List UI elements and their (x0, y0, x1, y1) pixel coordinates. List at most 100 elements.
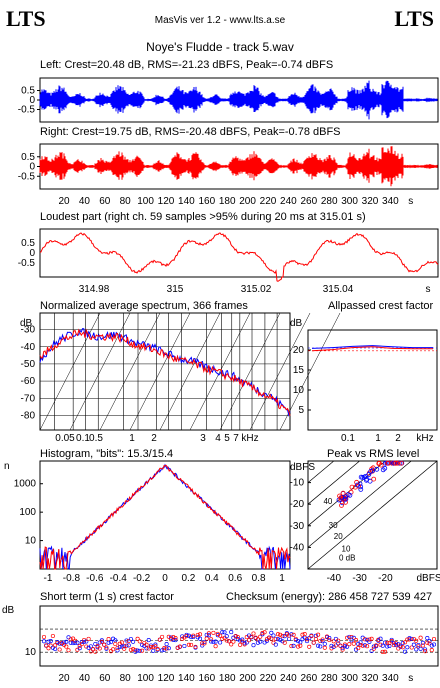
histogram-xtick-label: 0.4 (205, 573, 219, 584)
crest-point (367, 637, 372, 642)
peakrms-ytick-label: -30 (290, 521, 305, 532)
crest-point (124, 643, 129, 648)
crest-point (307, 644, 312, 649)
histogram-xtick-label: 0.8 (252, 573, 266, 584)
crest-point (111, 647, 116, 652)
crest-point (414, 647, 419, 652)
crest-point (189, 642, 194, 647)
allpass-series-right (311, 346, 433, 352)
crest-point (224, 638, 229, 643)
crest-point (222, 630, 227, 635)
crest-point (88, 644, 93, 649)
allpass-ytick-label: 10 (293, 385, 305, 396)
crest-xtick-label: 80 (120, 673, 132, 684)
crest-point (269, 636, 274, 641)
crest-point (50, 633, 55, 639)
histogram-xtick-label: -0.2 (133, 573, 151, 584)
crest-point (269, 630, 274, 635)
left-channel-title: Left: Crest=20.48 dB, RMS=-21.23 dBFS, P… (40, 59, 334, 71)
peakrms-point (347, 492, 353, 498)
time-tick-label: 160 (198, 196, 215, 207)
crest-xtick-label: 240 (280, 673, 297, 684)
loudest-part-title: Loudest part (right ch. 59 samples >95% … (40, 211, 366, 223)
crest-point (418, 635, 423, 640)
crest-point (131, 647, 136, 652)
crest-point (407, 637, 412, 642)
peakrms-point (343, 499, 348, 505)
crest-point (195, 632, 200, 638)
crest-point (122, 644, 127, 649)
crest-xtick-label: 20 (58, 673, 70, 684)
crest-point (275, 632, 281, 637)
crest-point (164, 646, 169, 651)
peakrms-diag-label: 0 dB (339, 553, 355, 562)
crest-point (291, 643, 296, 648)
crest-point (70, 636, 76, 641)
spectrum-ytick-label: -50 (21, 359, 36, 370)
crest-point (349, 635, 354, 640)
crest-point (362, 637, 367, 642)
crest-point (86, 636, 91, 641)
crest-point (273, 642, 278, 647)
histogram-ytick-label: 1000 (14, 479, 37, 490)
crest-point (229, 642, 234, 647)
crest-point (389, 637, 394, 642)
crest-xtick-label: 260 (300, 673, 317, 684)
crest-point (423, 647, 428, 652)
crest-point (164, 642, 169, 647)
crest-point (70, 641, 76, 646)
peakrms-point (354, 479, 360, 485)
crest-point (304, 639, 310, 644)
allpass-ytick-label: 15 (293, 365, 305, 376)
crest-point (66, 635, 71, 640)
peakrms-point (368, 468, 374, 474)
peakrms-point (343, 494, 348, 500)
peakrms-point (374, 466, 380, 472)
spectrum-xtick-label: 5 (224, 433, 230, 444)
crest-point (345, 635, 350, 640)
crest-point (347, 634, 352, 639)
crest-point (307, 636, 312, 641)
peakrms-diag-label: 10 (342, 545, 351, 554)
crest-point (400, 641, 405, 646)
peakrms-ytick-label: -40 (290, 542, 305, 553)
checksum-title: Checksum (energy): 286 458 727 539 427 (226, 591, 433, 603)
crest-point (44, 643, 49, 648)
peakrms-xtick-label: -40 (327, 573, 342, 584)
crest-point (166, 634, 171, 639)
left-waveform (39, 80, 438, 120)
crest-point (367, 639, 372, 644)
crest-point (423, 649, 428, 654)
crest-point (258, 639, 263, 644)
track-title: Noye's Fludde - track 5.wav (146, 40, 294, 54)
crest-point (351, 635, 356, 640)
peakrms-ylabel: dBFS (290, 462, 315, 473)
allpass-ytick-label: 20 (293, 345, 305, 356)
peakrms-point (355, 482, 360, 488)
crest-point (311, 640, 316, 645)
right-waveform-ytick-label: 0 (29, 162, 35, 173)
time-tick-label: 60 (99, 196, 111, 207)
spectrum-xtick-label: 0.05 (55, 433, 75, 444)
crest-point (182, 643, 187, 649)
crest-point (378, 636, 383, 641)
crest-point (62, 640, 67, 645)
crest-point (41, 634, 47, 640)
time-tick-label: 200 (239, 196, 256, 207)
histogram-frame (39, 460, 291, 570)
crest-point (358, 640, 363, 645)
crest-point (271, 633, 276, 638)
peakrms-crest-line (307, 460, 438, 570)
crest-point (238, 642, 243, 647)
crest-point (173, 636, 178, 641)
crest-point (338, 643, 343, 648)
left-waveform-ytick-label: -0.5 (18, 105, 36, 116)
loudest-ytick-label: 0 (29, 248, 35, 259)
loudest-xtick-label: s (426, 284, 431, 295)
crest-point (362, 643, 367, 648)
crest-point (206, 633, 211, 638)
peakrms-point (382, 465, 388, 471)
crest-point (133, 649, 138, 654)
loudest-ytick-label: 0.5 (21, 238, 35, 249)
spectrum-slope-line (69, 312, 131, 431)
